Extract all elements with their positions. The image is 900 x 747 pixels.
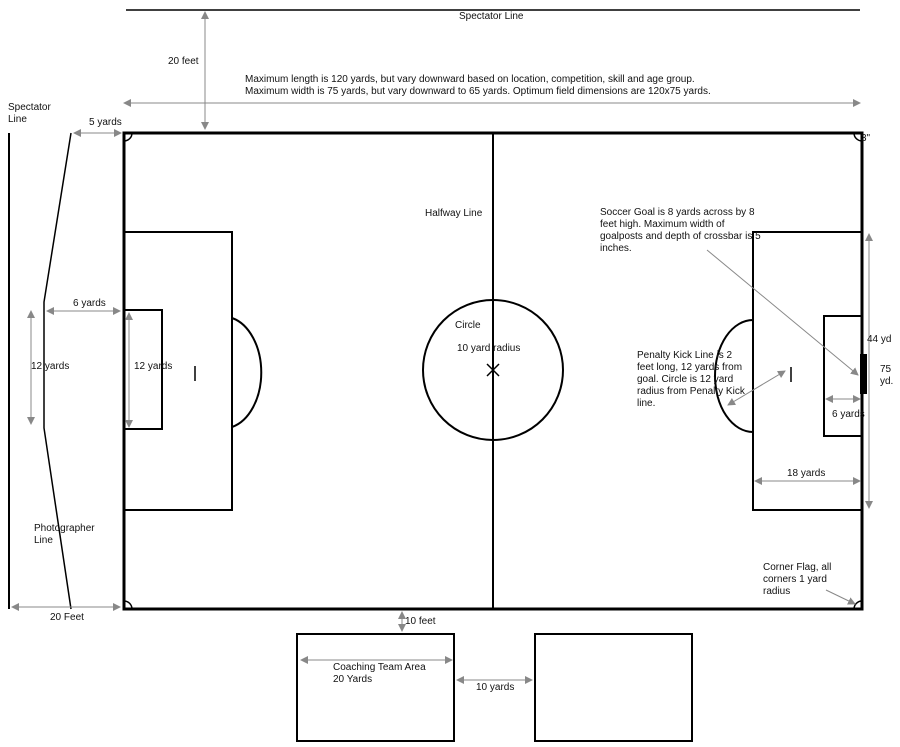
center-circle — [422, 299, 564, 441]
forty-four-yd-label: 44 yd — [867, 334, 892, 345]
dim-arrow-goal-note — [706, 249, 859, 376]
photographer-line — [43, 132, 72, 610]
corner-flag-label: Corner Flag, all corners 1 yard radius — [763, 562, 832, 597]
corner-three-inch-label: 3" — [861, 133, 871, 144]
seventy-five-yd-label: 75 yd. — [880, 364, 894, 387]
center-mark — [486, 363, 500, 377]
penalty-note-label: Penalty Kick Line is 2 feet long, 12 yar… — [637, 350, 745, 409]
dim-arrow-penalty-note — [727, 370, 786, 406]
five-yards-label: 5 yards — [89, 117, 122, 128]
spectator-line-top-label: Spectator Line — [459, 11, 524, 22]
coaching-area-label: Coaching Team Area 20 Yards — [333, 662, 426, 685]
corner-arc — [123, 132, 133, 142]
photographer-line-label: Photographer Line — [34, 523, 95, 546]
ten-yard-radius-label: 10 yard radius — [457, 343, 521, 354]
twelve-yards-inner-label: 12 yards — [134, 361, 173, 372]
max-dimensions-line-1: Maximum length is 120 yards, but vary do… — [245, 74, 695, 85]
halfway-line-label: Halfway Line — [425, 208, 483, 219]
dim-arrow-corner-flag — [825, 589, 856, 605]
twelve-yards-outer-label: 12 yards — [31, 361, 70, 372]
twenty-feet-bottom-label: 20 Feet — [50, 612, 84, 623]
corner-arc — [853, 600, 863, 610]
goal-right — [860, 354, 867, 394]
spectator-line-left-label: Spectator Line — [8, 102, 51, 125]
eighteen-yards-label: 18 yards — [787, 468, 826, 479]
max-dimensions-line-2: Maximum width is 75 yards, but vary down… — [245, 86, 711, 97]
circle-label: Circle — [455, 320, 481, 331]
six-yards-right-label: 6 yards — [832, 409, 865, 420]
corner-arc — [123, 600, 133, 610]
coaching-area-left — [296, 633, 455, 742]
penalty-arc-right — [714, 319, 754, 433]
ten-yards-label: 10 yards — [476, 682, 515, 693]
goal-note-label: Soccer Goal is 8 yards across by 8 feet … — [600, 207, 761, 254]
penalty-arc-left — [231, 317, 263, 428]
goal-area-left — [123, 309, 163, 430]
corner-arc — [853, 132, 863, 142]
six-yards-left-label: 6 yards — [73, 298, 106, 309]
ten-feet-label: 10 feet — [405, 616, 436, 627]
twenty-feet-top-label: 20 feet — [168, 56, 199, 67]
coaching-area-right — [534, 633, 693, 742]
